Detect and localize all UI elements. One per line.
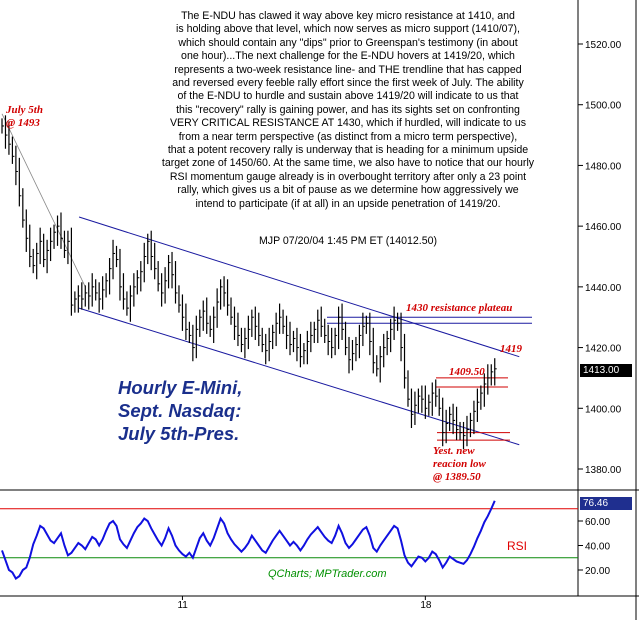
price-tick-label: 1400.00: [585, 404, 622, 415]
title-line-2: Sept. Nasdaq:: [118, 400, 242, 421]
rsi-axis: 60.00 40.00 20.00: [578, 517, 610, 577]
july5-annotation: July 5th @ 1493: [6, 104, 43, 130]
current-price-badge: 1413.00: [580, 364, 632, 377]
commentary-line: one hour)...The next challenge for the E…: [181, 50, 515, 63]
commentary-line: intend to participate (if at all) in an …: [195, 197, 501, 210]
new-low-line-2: reacion low: [433, 458, 486, 470]
new-low-annotation: Yest. new reacion low @ 1389.50: [433, 445, 486, 484]
commentary-line: VERY CRITICAL RESISTANCE AT 1430, which …: [169, 117, 527, 130]
commentary-line: target zone of 1450/60. At the same time…: [161, 157, 535, 170]
commentary-line: that a potent recovery rally is underway…: [167, 144, 529, 157]
level-1419-label: 1419: [500, 343, 522, 355]
rsi-panel: [0, 500, 578, 581]
level-1409-label: 1409.50: [449, 366, 485, 378]
title-line-1: Hourly E-Mini,: [118, 377, 243, 398]
title-line-3: July 5th-Pres.: [118, 423, 240, 444]
source-credit: QCharts; MPTrader.com: [268, 568, 387, 580]
commentary-line: RSI momentum gauge already is in overbou…: [169, 170, 527, 183]
channel-upper-line: [78, 216, 520, 358]
price-tick-label: 1440.00: [585, 283, 622, 294]
rsi-tick-label: 60.00: [585, 517, 610, 528]
commentary-signature: MJP 07/20/04 1:45 PM ET (14012.50): [258, 235, 438, 247]
price-bars: [1, 115, 497, 450]
commentary-line: rally, which gives us a bit of pause as …: [177, 184, 519, 197]
commentary-line: of the E-NDU to hurdle and sustain above…: [177, 90, 519, 103]
commentary-line: is holding above that level, which now s…: [176, 23, 520, 36]
july5-annotation-line-2: @ 1493: [6, 117, 40, 129]
rsi-tick-label: 40.00: [585, 542, 610, 553]
july5-annotation-line-1: July 5th: [6, 104, 43, 116]
commentary-line: The E-NDU has clawed it way above key mi…: [181, 10, 515, 22]
rsi-tick-label: 20.00: [585, 566, 610, 577]
price-tick-label: 1480.00: [585, 161, 622, 172]
price-tick-label: 1520.00: [585, 40, 622, 51]
price-tick-label: 1420.00: [585, 344, 622, 355]
price-axis: 1520.00 1500.00 1480.00 1460.00 1440.00 1420.…: [578, 40, 622, 476]
commentary-line: represents a two-week resistance line- a…: [174, 63, 522, 76]
price-tick-label: 1380.00: [585, 465, 622, 476]
time-tick-label: 11: [177, 600, 188, 611]
commentary-line: from a near term perspective (as distinc…: [178, 130, 518, 143]
chart-title: Hourly E-Mini, Sept. Nasdaq: July 5th-Pr…: [118, 376, 242, 445]
rsi-label: RSI: [507, 539, 528, 553]
commentary-line: and reversed every feeble rally effort s…: [172, 77, 524, 90]
price-tick-label: 1460.00: [585, 222, 622, 233]
new-low-line-1: Yest. new: [433, 445, 475, 457]
commentary: The E-NDU has clawed it way above key mi…: [118, 10, 578, 211]
new-low-line-3: @ 1389.50: [433, 471, 481, 483]
commentary-line: which should contain any "dips" prior to…: [178, 36, 518, 49]
resistance-plateau-label: 1430 resistance plateau: [406, 302, 513, 314]
commentary-line: this "recovery" rally is gaining power, …: [176, 103, 520, 116]
time-tick-label: 18: [420, 600, 432, 611]
time-axis: 11 18: [177, 596, 432, 611]
current-rsi-badge: 76.46: [580, 497, 632, 510]
price-tick-label: 1500.00: [585, 101, 622, 112]
rsi-series-line: [1, 500, 496, 581]
